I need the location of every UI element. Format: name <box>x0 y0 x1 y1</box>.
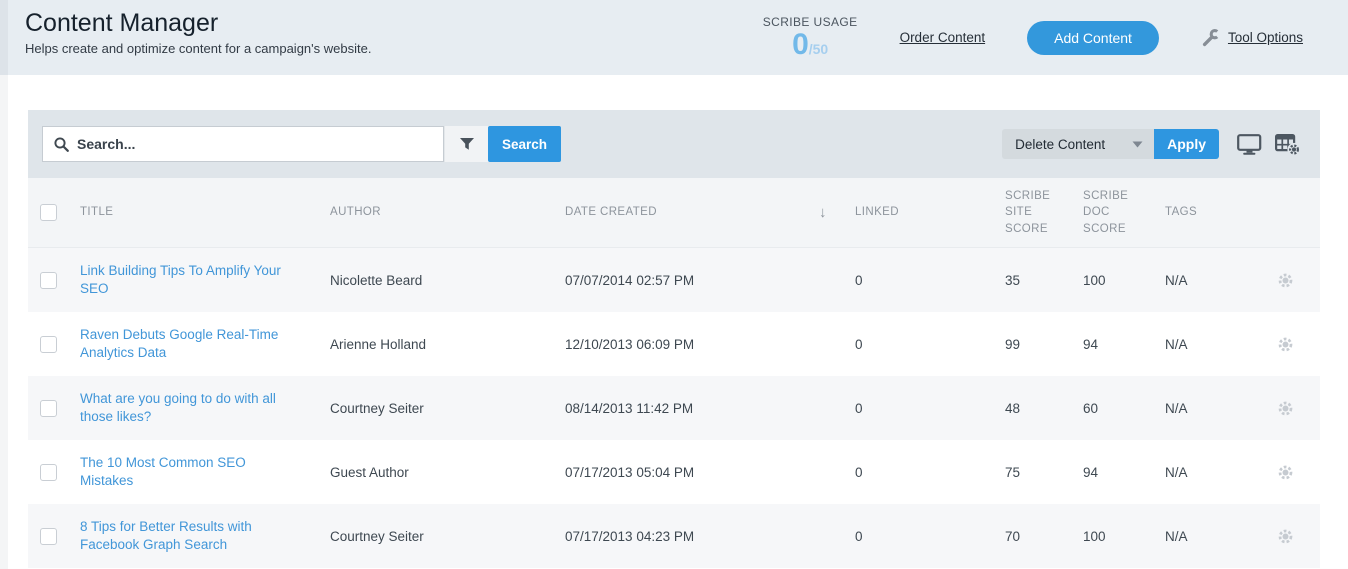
window-edge <box>0 0 8 569</box>
date-created-cell: 07/07/2014 02:57 PM <box>565 272 695 288</box>
scribe-site-score-cell: 99 <box>1005 336 1021 352</box>
column-header-title[interactable]: TITLE <box>80 206 114 219</box>
scribe-site-score-cell: 70 <box>1005 528 1021 544</box>
toolbar: Search Delete Content Apply <box>28 110 1320 178</box>
date-created-cell: 12/10/2013 06:09 PM <box>565 336 695 352</box>
tags-cell: N/A <box>1165 400 1188 416</box>
scribe-usage-value: 0/50 <box>763 30 858 60</box>
linked-cell: 0 <box>855 272 863 288</box>
search-box <box>42 126 444 162</box>
sort-descending-icon[interactable]: ↓ <box>819 204 827 221</box>
content-title-link[interactable]: 8 Tips for Better Results with Facebook … <box>80 518 252 552</box>
bulk-action-select[interactable]: Delete Content <box>1002 129 1155 159</box>
row-checkbox[interactable] <box>40 463 57 481</box>
row-checkbox[interactable] <box>40 335 57 353</box>
linked-cell: 0 <box>855 400 863 416</box>
tags-cell: N/A <box>1165 528 1188 544</box>
row-actions-gear-icon[interactable] <box>1277 272 1294 289</box>
wrench-icon <box>1201 28 1221 48</box>
order-content-link[interactable]: Order Content <box>899 30 986 45</box>
search-icon <box>53 136 70 153</box>
filter-funnel-icon <box>459 137 475 151</box>
row-checkbox[interactable] <box>40 527 57 545</box>
table-row: Link Building Tips To Amplify Your SEO N… <box>28 248 1320 312</box>
row-actions-gear-icon[interactable] <box>1277 400 1294 417</box>
filter-button[interactable] <box>444 126 489 162</box>
linked-cell: 0 <box>855 336 863 352</box>
table-row: Raven Debuts Google Real-Time Analytics … <box>28 312 1320 376</box>
table-row: 8 Tips for Better Results with Facebook … <box>28 504 1320 568</box>
tags-cell: N/A <box>1165 336 1188 352</box>
row-actions-gear-icon[interactable] <box>1277 464 1294 481</box>
apply-button[interactable]: Apply <box>1154 129 1219 159</box>
tags-cell: N/A <box>1165 272 1188 288</box>
scribe-doc-score-cell: 60 <box>1083 400 1099 416</box>
column-header-tags[interactable]: TAGS <box>1165 206 1198 219</box>
scribe-usage-limit: /50 <box>808 41 829 57</box>
table-settings-icon[interactable] <box>1275 133 1300 155</box>
header-actions: SCRIBE USAGE 0/50 Order Content Add Cont… <box>763 15 1303 60</box>
date-created-cell: 07/17/2013 05:04 PM <box>565 464 695 480</box>
page-title: Content Manager <box>25 9 219 37</box>
content-title-link[interactable]: What are you going to do with all those … <box>80 390 276 424</box>
row-checkbox[interactable] <box>40 399 57 417</box>
author-cell: Arienne Holland <box>330 336 427 352</box>
scribe-usage: SCRIBE USAGE 0/50 <box>763 15 858 60</box>
date-created-cell: 08/14/2013 11:42 PM <box>565 400 694 416</box>
content-title-link[interactable]: The 10 Most Common SEO Mistakes <box>80 454 246 488</box>
tool-options-link[interactable]: Tool Options <box>1227 30 1303 45</box>
content-panel: Search Delete Content Apply <box>28 110 1320 569</box>
monitor-icon[interactable] <box>1237 133 1262 155</box>
chevron-down-icon <box>1132 141 1143 148</box>
column-header-author[interactable]: AUTHOR <box>330 206 381 219</box>
app-header: Content Manager Helps create and optimiz… <box>0 0 1348 75</box>
table-row: The 10 Most Common SEO Mistakes Guest Au… <box>28 440 1320 504</box>
author-cell: Guest Author <box>330 464 409 480</box>
date-created-cell: 07/17/2013 04:23 PM <box>565 528 695 544</box>
row-actions-gear-icon[interactable] <box>1277 528 1294 545</box>
column-header-scribe-doc-score[interactable]: SCRIBE DOC SCORE <box>1083 190 1129 235</box>
linked-cell: 0 <box>855 464 863 480</box>
content-title-link[interactable]: Link Building Tips To Amplify Your SEO <box>80 262 281 296</box>
scribe-usage-label: SCRIBE USAGE <box>762 15 858 29</box>
author-cell: Nicolette Beard <box>330 272 423 288</box>
tool-options: Tool Options <box>1201 28 1303 48</box>
scribe-usage-used: 0 <box>792 28 809 61</box>
table-header: TITLE AUTHOR DATE CREATED ↓ LINKED SCRIB… <box>28 178 1320 248</box>
scribe-site-score-cell: 48 <box>1005 400 1021 416</box>
author-cell: Courtney Seiter <box>330 528 424 544</box>
bulk-action-value: Delete Content <box>1015 136 1106 152</box>
select-all-checkbox[interactable] <box>40 204 57 221</box>
search-button[interactable]: Search <box>488 126 561 162</box>
scribe-site-score-cell: 75 <box>1005 464 1021 480</box>
column-header-linked[interactable]: LINKED <box>855 206 899 219</box>
title-block: Content Manager Helps create and optimiz… <box>25 0 371 56</box>
scribe-doc-score-cell: 94 <box>1083 336 1099 352</box>
scribe-doc-score-cell: 100 <box>1083 528 1106 544</box>
bulk-action-group: Delete Content Apply <box>1002 129 1300 159</box>
scribe-site-score-cell: 35 <box>1005 272 1021 288</box>
column-header-date-created[interactable]: DATE CREATED <box>565 206 657 219</box>
table-row: What are you going to do with all those … <box>28 376 1320 440</box>
linked-cell: 0 <box>855 528 863 544</box>
row-actions-gear-icon[interactable] <box>1277 336 1294 353</box>
scribe-doc-score-cell: 94 <box>1083 464 1099 480</box>
scribe-doc-score-cell: 100 <box>1083 272 1106 288</box>
author-cell: Courtney Seiter <box>330 400 424 416</box>
search-group: Search <box>42 126 561 162</box>
column-header-scribe-site-score[interactable]: SCRIBE SITE SCORE <box>1005 190 1051 235</box>
view-icons <box>1237 133 1300 155</box>
page-subtitle: Helps create and optimize content for a … <box>25 41 372 56</box>
tags-cell: N/A <box>1165 464 1188 480</box>
add-content-button[interactable]: Add Content <box>1027 20 1159 55</box>
search-input[interactable] <box>77 136 443 152</box>
content-title-link[interactable]: Raven Debuts Google Real-Time Analytics … <box>80 326 279 360</box>
row-checkbox[interactable] <box>40 271 57 289</box>
